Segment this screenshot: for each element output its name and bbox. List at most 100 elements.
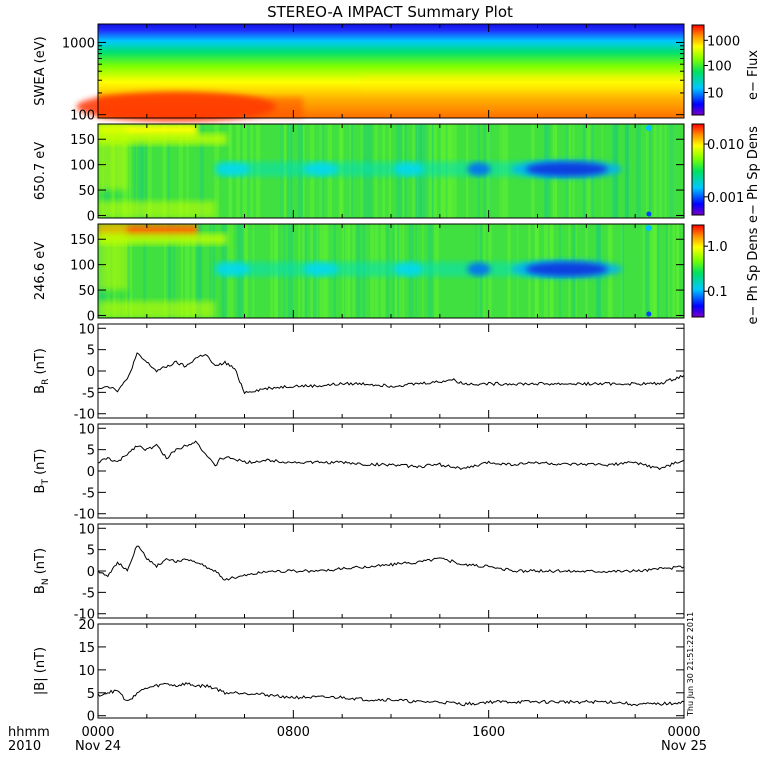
- texture-stripe: [168, 224, 172, 318]
- texture-stripe: [636, 124, 641, 218]
- timestamp: Thu Jun 30 21:51:22 2011: [686, 612, 695, 717]
- beam-halo: [98, 133, 227, 145]
- texture-stripe: [178, 124, 184, 218]
- texture-stripe: [209, 224, 212, 318]
- y-tick-label: 5: [87, 544, 95, 559]
- depletion-patch: [215, 162, 251, 176]
- y-axis-label-unit: (nT): [33, 647, 48, 677]
- texture-stripe: [143, 224, 147, 318]
- texture-stripe: [669, 124, 675, 218]
- y-tick-label: 10: [78, 422, 95, 437]
- colorbar-tick-label: 1.0: [707, 240, 728, 255]
- panel-frame: [97, 523, 685, 619]
- y-axis-label: BR (nT): [33, 348, 51, 394]
- texture-stripe: [184, 224, 190, 318]
- y-axis-label-main: B: [33, 485, 48, 494]
- depletion-core: [525, 162, 608, 177]
- colorbar-label: e− Flux: [746, 50, 761, 100]
- depletion-patch: [393, 162, 424, 176]
- y-tick-label: -10: [74, 508, 95, 523]
- line-panel: [97, 427, 685, 515]
- y-tick-label: -10: [74, 608, 95, 623]
- y-axis-label: 246.6 eV: [33, 242, 48, 300]
- texture-stripe: [137, 124, 143, 218]
- data-series-line: [97, 352, 685, 395]
- y-tick-label: -5: [82, 586, 95, 601]
- y-axis-label: |B| (nT): [33, 647, 48, 695]
- colorbar-label: e− Ph Sp Dens: [746, 227, 761, 324]
- y-axis-label: 650.7 eV: [33, 142, 48, 200]
- y-axis-label-main: B: [33, 585, 48, 594]
- x-date-label: Nov 25: [661, 739, 707, 754]
- y-tick-label: 10: [78, 664, 95, 679]
- y-axis-label-unit: (nT): [33, 449, 48, 479]
- colorbar-gradient: [691, 224, 705, 318]
- texture-stripe: [148, 124, 152, 218]
- colorbar-tick-label: 0.1: [707, 285, 728, 300]
- colorbar-label: e− Ph Sp Dens: [746, 126, 761, 223]
- texture-stripe: [199, 124, 204, 218]
- texture-stripe: [647, 124, 652, 218]
- texture-stripe: [128, 124, 132, 218]
- y-axis-label-subscript: T: [41, 479, 51, 486]
- texture-stripe: [129, 224, 133, 318]
- y-axis-label: SWEA (eV): [33, 36, 48, 105]
- y-tick-label: 100: [70, 259, 95, 274]
- texture-stripe: [197, 224, 203, 318]
- y-tick-label: 50: [78, 184, 95, 199]
- texture-stripe: [180, 224, 184, 318]
- depletion-patch: [303, 162, 339, 176]
- y-tick-label: 0: [87, 465, 95, 480]
- texture-stripe: [668, 224, 670, 318]
- texture-stripe: [649, 224, 654, 318]
- texture-stripe: [644, 224, 650, 318]
- y-tick-label: 5: [87, 444, 95, 459]
- y-tick-label: 15: [78, 641, 95, 656]
- y-axis-label-subscript: R: [41, 379, 51, 385]
- texture-stripe: [657, 224, 659, 318]
- pitch-angle-spectrogram: [98, 124, 684, 218]
- panel-frame: [97, 423, 685, 519]
- texture-stripe: [133, 124, 136, 218]
- texture-stripe: [191, 224, 196, 318]
- texture-stripe: [676, 224, 679, 318]
- y-tick-label: 100: [70, 109, 95, 124]
- beam-halo: [98, 233, 227, 245]
- data-series-line: [97, 545, 685, 581]
- colorbar-tick-label: 0.010: [707, 138, 744, 153]
- beam-tail: [98, 224, 128, 290]
- line-panel: [97, 327, 685, 415]
- depletion-patch: [467, 162, 491, 176]
- panel-frame: [97, 323, 685, 419]
- x-tick-label: 1600: [472, 725, 505, 740]
- y-tick-label: 5: [87, 687, 95, 702]
- texture-stripe: [621, 224, 625, 318]
- y-tick-label: -10: [74, 408, 95, 423]
- y-tick-label: 10: [78, 322, 95, 337]
- data-gap-dot: [646, 211, 652, 217]
- colorbar-tick-label: 1000: [707, 34, 740, 49]
- x-tick-label: 0000: [667, 725, 700, 740]
- y-tick-label: 100: [70, 159, 95, 174]
- texture-stripe: [672, 224, 676, 318]
- depletion-patch: [303, 262, 339, 276]
- swea-spectrogram: [76, 24, 684, 122]
- texture-stripe: [654, 224, 657, 318]
- line-panel: [97, 527, 685, 615]
- y-tick-label: 5: [87, 344, 95, 359]
- swea-mid-band: [361, 75, 684, 90]
- y-axis-label-subscript: N: [41, 578, 51, 585]
- hhmm-label: hhmm: [8, 725, 50, 740]
- depletion-core: [525, 262, 608, 277]
- y-tick-label: 1000: [62, 36, 95, 51]
- panel-frame: [97, 623, 685, 719]
- y-axis-label-main: |B|: [33, 677, 48, 695]
- plot-title: STEREO-A IMPACT Summary Plot: [267, 3, 513, 21]
- y-tick-label: 20: [78, 618, 95, 633]
- y-axis-label: BN (nT): [33, 548, 51, 594]
- data-gap-dot: [646, 311, 652, 317]
- y-axis-label-unit: (nT): [33, 348, 48, 378]
- texture-stripe: [173, 224, 176, 318]
